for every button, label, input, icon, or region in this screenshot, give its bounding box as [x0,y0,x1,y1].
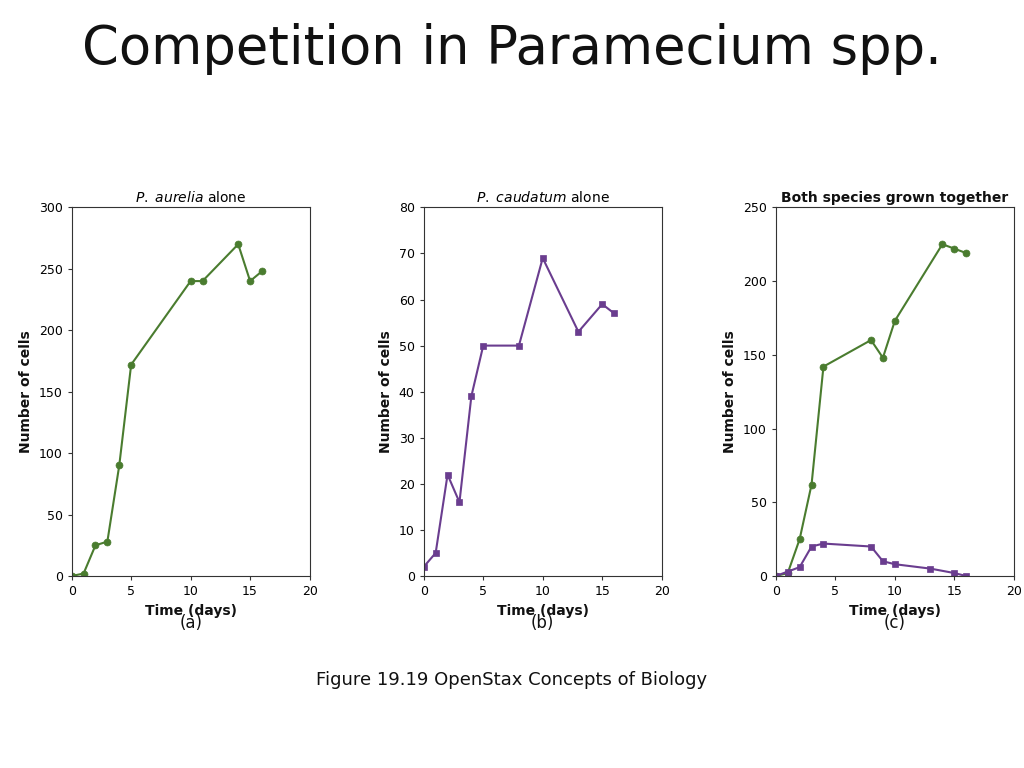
Y-axis label: Number of cells: Number of cells [723,330,737,453]
Text: Figure 19.19 OpenStax Concepts of Biology: Figure 19.19 OpenStax Concepts of Biolog… [316,670,708,689]
Text: (b): (b) [531,614,554,632]
Text: (a): (a) [179,614,202,632]
X-axis label: Time (days): Time (days) [144,604,237,617]
Y-axis label: Number of cells: Number of cells [379,330,393,453]
Y-axis label: Number of cells: Number of cells [19,330,33,453]
X-axis label: Time (days): Time (days) [849,604,941,617]
Title: Both species grown together: Both species grown together [781,190,1009,205]
Text: Competition in Paramecium spp.: Competition in Paramecium spp. [82,23,942,75]
Title: $\it{P.\ caudatum}$ alone: $\it{P.\ caudatum}$ alone [476,190,609,205]
Text: (c): (c) [884,614,906,632]
Title: $\it{P.\ aurelia}$ alone: $\it{P.\ aurelia}$ alone [135,190,247,205]
X-axis label: Time (days): Time (days) [497,604,589,617]
